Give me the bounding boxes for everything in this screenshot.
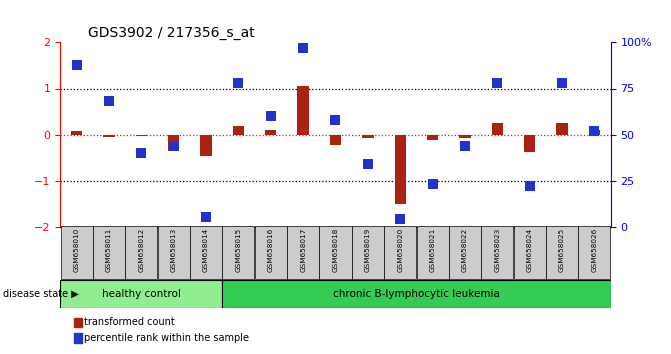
Point bbox=[492, 80, 503, 86]
Point bbox=[266, 113, 276, 119]
Text: GSM658023: GSM658023 bbox=[495, 228, 501, 272]
Text: GSM658024: GSM658024 bbox=[527, 228, 533, 272]
FancyBboxPatch shape bbox=[287, 226, 319, 279]
FancyBboxPatch shape bbox=[158, 226, 190, 279]
Text: transformed count: transformed count bbox=[84, 318, 174, 327]
Text: healthy control: healthy control bbox=[102, 289, 180, 299]
FancyBboxPatch shape bbox=[481, 226, 513, 279]
Point bbox=[395, 216, 405, 222]
FancyBboxPatch shape bbox=[222, 280, 611, 308]
Bar bbox=[71, 131, 83, 135]
Text: GSM658013: GSM658013 bbox=[170, 228, 176, 272]
FancyBboxPatch shape bbox=[190, 226, 222, 279]
FancyBboxPatch shape bbox=[546, 226, 578, 279]
Point bbox=[330, 117, 341, 122]
FancyBboxPatch shape bbox=[60, 280, 222, 308]
Text: percentile rank within the sample: percentile rank within the sample bbox=[84, 333, 249, 343]
FancyBboxPatch shape bbox=[417, 226, 449, 279]
Bar bbox=[556, 123, 568, 135]
Point bbox=[103, 98, 114, 104]
Point bbox=[136, 150, 147, 156]
FancyBboxPatch shape bbox=[93, 226, 125, 279]
Bar bbox=[297, 86, 309, 135]
Text: GSM658026: GSM658026 bbox=[591, 228, 597, 272]
Text: GSM658011: GSM658011 bbox=[106, 228, 112, 272]
FancyBboxPatch shape bbox=[578, 226, 611, 279]
Bar bbox=[362, 135, 374, 138]
Point bbox=[524, 183, 535, 189]
Point bbox=[298, 45, 309, 51]
Text: GSM658015: GSM658015 bbox=[236, 228, 242, 272]
Bar bbox=[265, 130, 276, 135]
Text: GSM658014: GSM658014 bbox=[203, 228, 209, 272]
Bar bbox=[103, 135, 115, 137]
Text: GSM658018: GSM658018 bbox=[333, 228, 338, 272]
Text: GSM658022: GSM658022 bbox=[462, 228, 468, 272]
Bar bbox=[168, 135, 179, 151]
Point bbox=[168, 143, 179, 148]
Point bbox=[460, 143, 470, 148]
Text: GSM658021: GSM658021 bbox=[429, 228, 435, 272]
Text: GSM658025: GSM658025 bbox=[559, 228, 565, 272]
Point bbox=[427, 181, 438, 187]
FancyBboxPatch shape bbox=[449, 226, 481, 279]
Text: GDS3902 / 217356_s_at: GDS3902 / 217356_s_at bbox=[88, 26, 255, 40]
Text: chronic B-lymphocytic leukemia: chronic B-lymphocytic leukemia bbox=[333, 289, 500, 299]
Text: GSM658020: GSM658020 bbox=[397, 228, 403, 272]
Text: GSM658019: GSM658019 bbox=[365, 228, 371, 272]
FancyBboxPatch shape bbox=[384, 226, 416, 279]
Bar bbox=[459, 135, 470, 138]
Bar bbox=[492, 123, 503, 135]
Point bbox=[557, 80, 568, 86]
Text: GSM658016: GSM658016 bbox=[268, 228, 274, 272]
Point bbox=[362, 161, 373, 167]
FancyBboxPatch shape bbox=[514, 226, 546, 279]
Bar bbox=[427, 135, 438, 140]
Bar bbox=[524, 135, 535, 152]
FancyBboxPatch shape bbox=[60, 226, 93, 279]
FancyBboxPatch shape bbox=[255, 226, 287, 279]
Text: disease state ▶: disease state ▶ bbox=[3, 289, 79, 299]
FancyBboxPatch shape bbox=[352, 226, 384, 279]
Text: GSM658017: GSM658017 bbox=[300, 228, 306, 272]
Bar bbox=[588, 130, 600, 135]
Text: GSM658010: GSM658010 bbox=[74, 228, 80, 272]
FancyBboxPatch shape bbox=[319, 226, 352, 279]
FancyBboxPatch shape bbox=[125, 226, 157, 279]
Text: GSM658012: GSM658012 bbox=[138, 228, 144, 272]
Bar bbox=[201, 135, 211, 156]
Point bbox=[71, 62, 82, 67]
Point bbox=[201, 215, 211, 220]
Bar bbox=[330, 135, 341, 145]
Point bbox=[233, 80, 244, 86]
Point bbox=[589, 128, 600, 134]
Bar bbox=[233, 126, 244, 135]
FancyBboxPatch shape bbox=[222, 226, 254, 279]
Bar bbox=[395, 135, 406, 205]
Bar bbox=[136, 135, 147, 136]
